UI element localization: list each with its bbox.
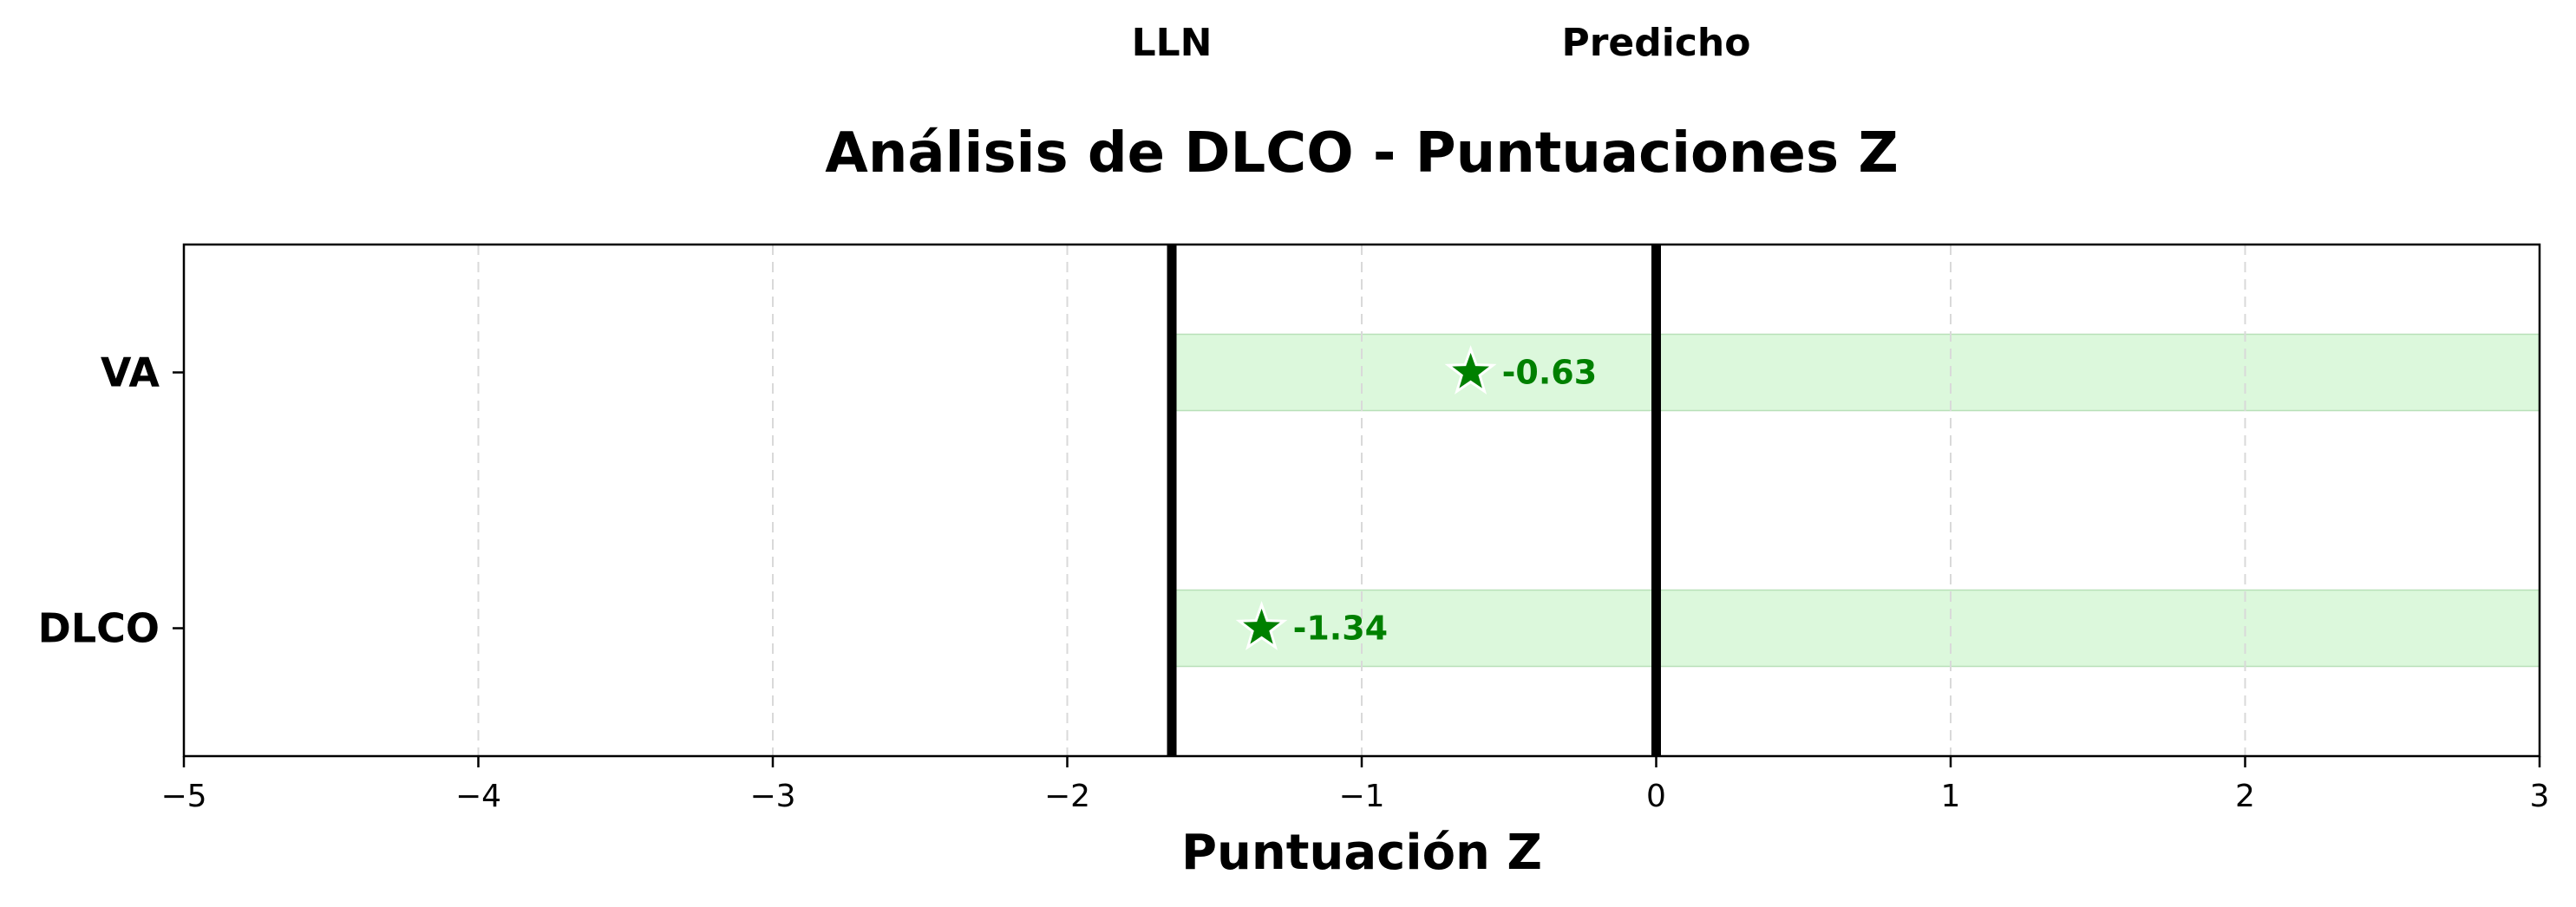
x-tick-label: −3 bbox=[749, 779, 795, 814]
x-tick-label: 0 bbox=[1646, 779, 1666, 814]
normal-band-dlco bbox=[1171, 589, 2540, 668]
chart-title: Análisis de DLCO - Puntuaciones Z bbox=[825, 121, 1898, 186]
band-layer bbox=[1171, 333, 2540, 668]
reference-lines bbox=[1167, 245, 1661, 756]
x-tick-label: 3 bbox=[2530, 779, 2550, 814]
data-label-va: -0.63 bbox=[1502, 354, 1598, 392]
reference-labels: LLN Predicho bbox=[1132, 21, 1751, 65]
x-tick-label: −5 bbox=[160, 779, 206, 814]
x-tick-label: 1 bbox=[1941, 779, 1961, 814]
x-tick-label: −4 bbox=[455, 779, 501, 814]
x-tick-label: 2 bbox=[2235, 779, 2255, 814]
y-tick-label-dlco: DLCO bbox=[38, 605, 160, 652]
y-tick-label-va: VA bbox=[101, 349, 160, 396]
reference-label-lln: LLN bbox=[1132, 21, 1213, 65]
x-tick-label: −2 bbox=[1044, 779, 1090, 814]
x-tick-label: −1 bbox=[1338, 779, 1384, 814]
data-points: -0.63 -1.34 bbox=[1235, 345, 1598, 650]
x-axis: −5 −4 −3 −2 −1 0 1 2 3 bbox=[160, 756, 2549, 814]
x-axis-label: Puntuación Z bbox=[1181, 825, 1542, 881]
data-point-va bbox=[1444, 345, 1497, 395]
y-axis: VA DLCO bbox=[38, 349, 184, 652]
data-label-dlco: -1.34 bbox=[1293, 610, 1389, 648]
data-point-dlco bbox=[1235, 601, 1288, 650]
reference-label-predicho: Predicho bbox=[1561, 21, 1750, 65]
normal-band-va bbox=[1171, 333, 2540, 412]
grid-layer bbox=[477, 245, 2246, 756]
